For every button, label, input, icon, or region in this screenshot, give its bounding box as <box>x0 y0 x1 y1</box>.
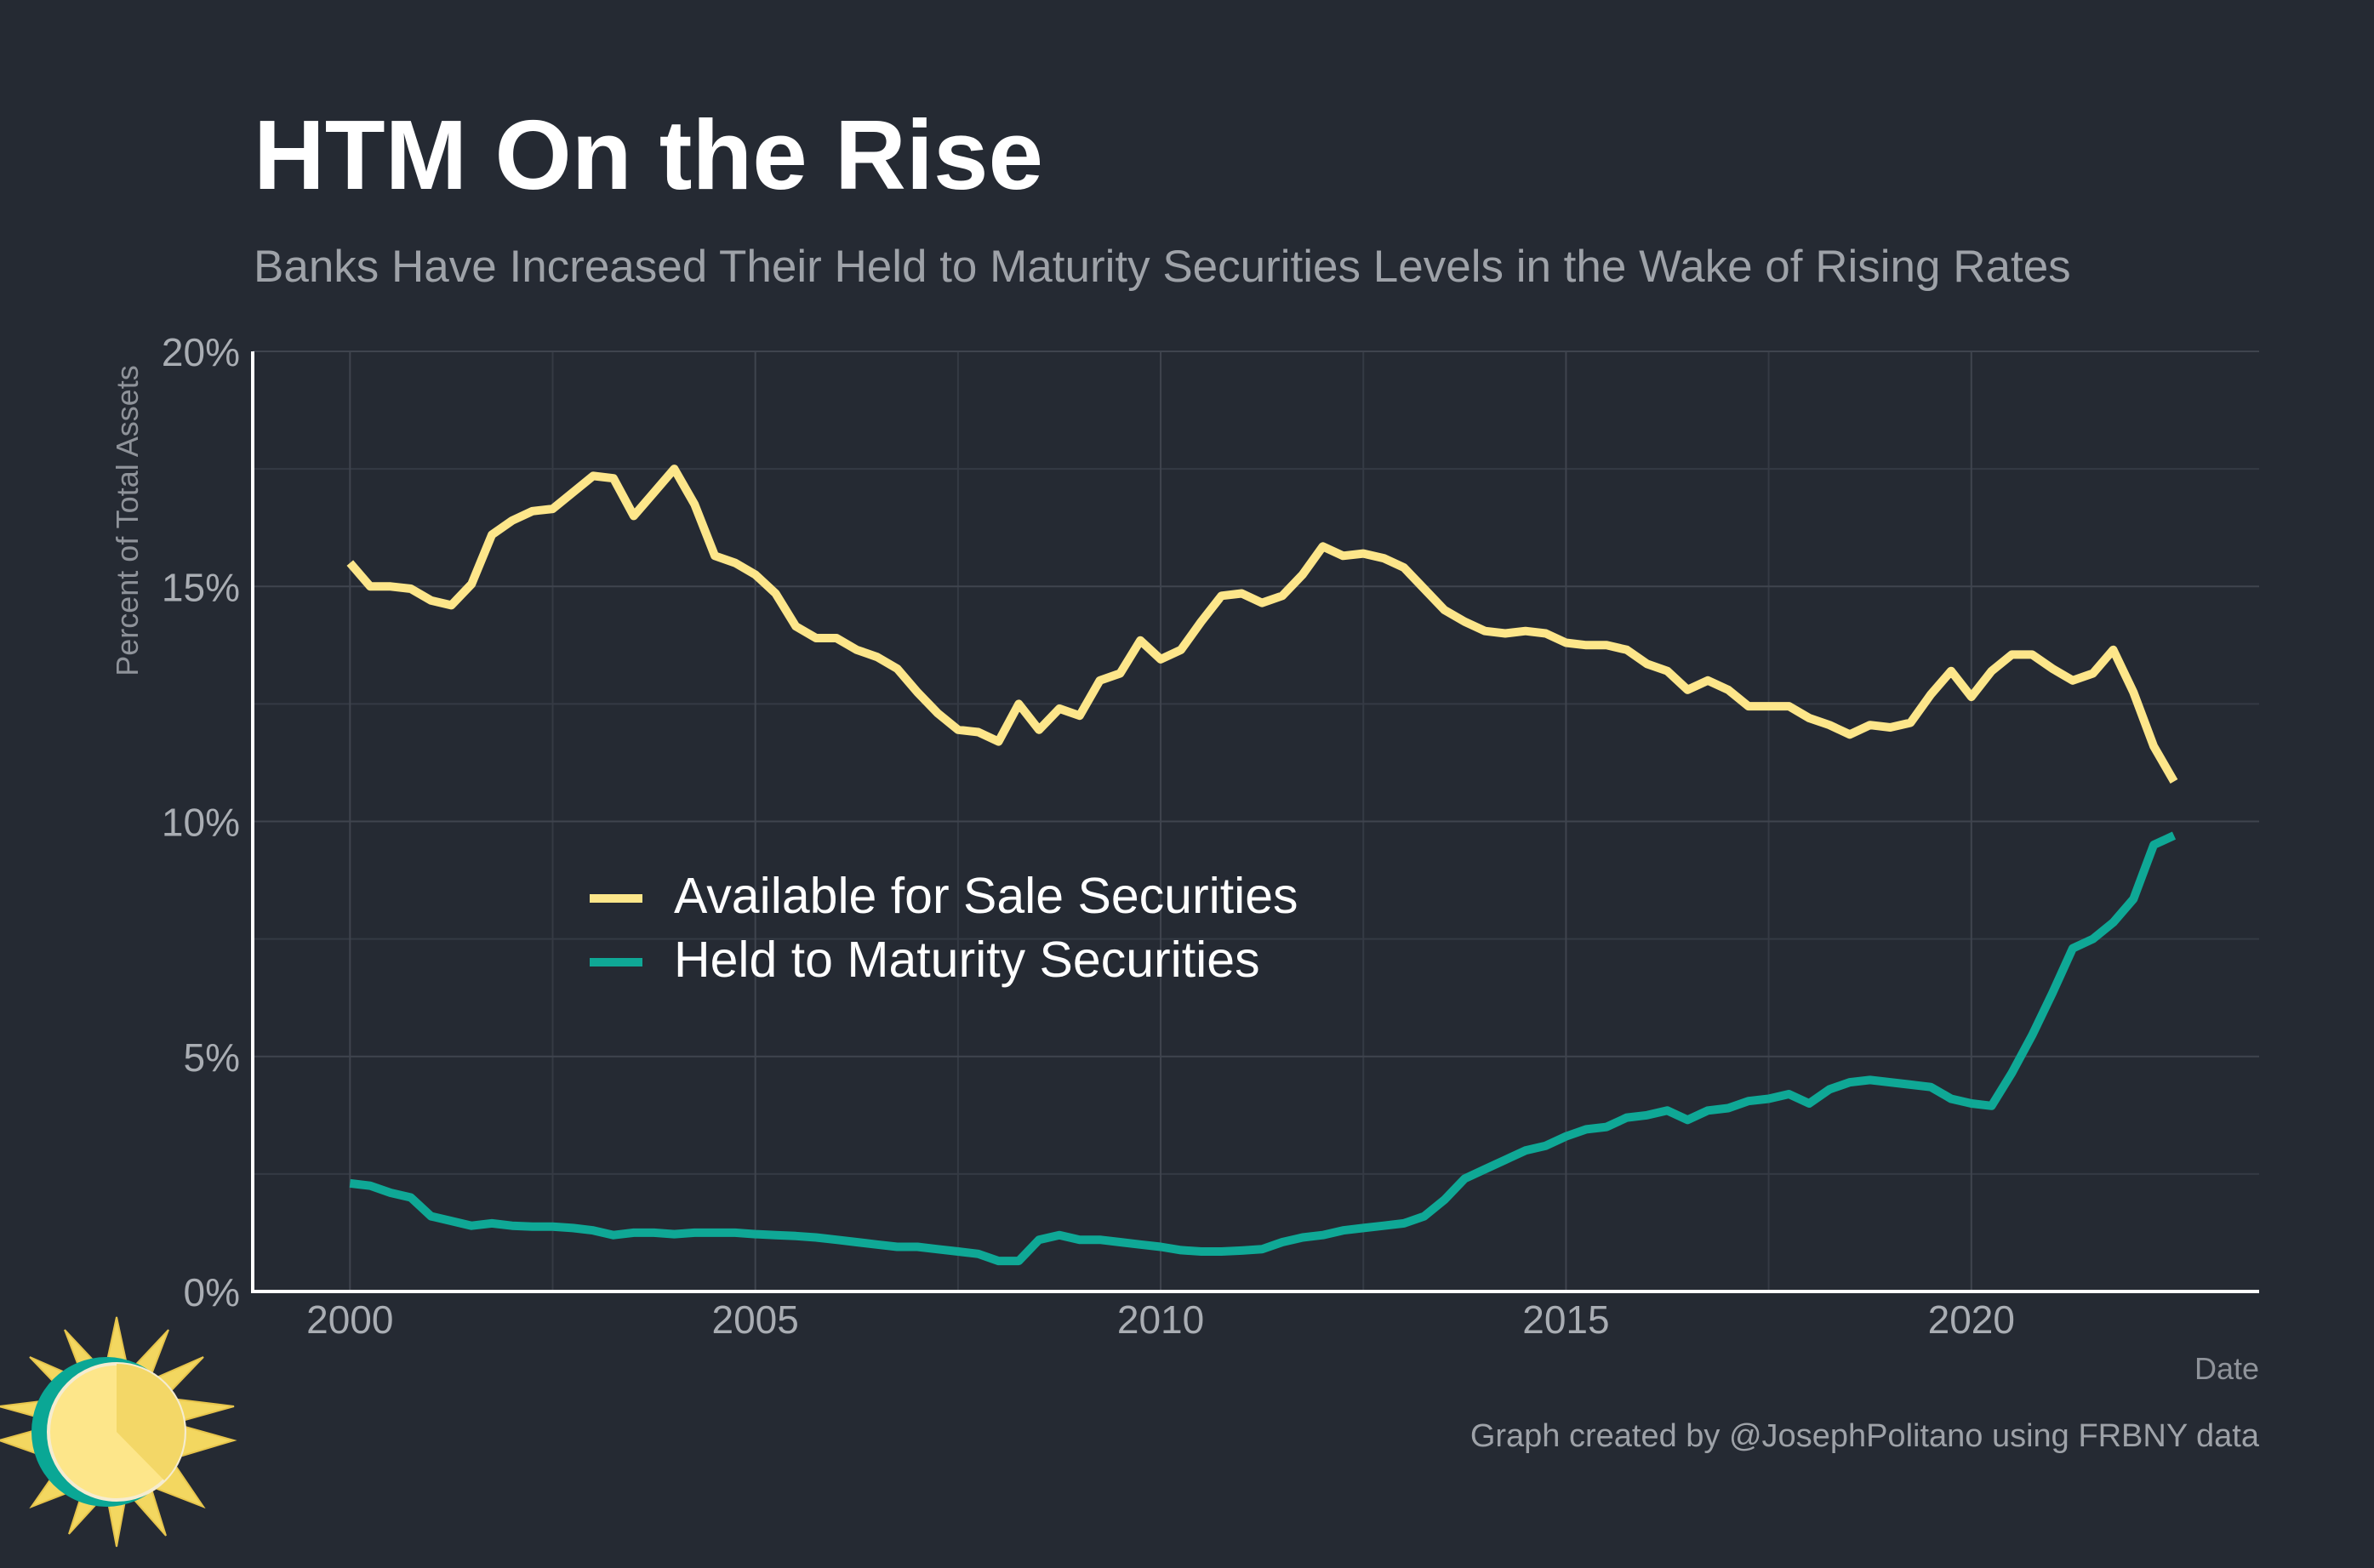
x-tick-label: 2020 <box>1928 1297 2015 1342</box>
y-tick-label: 10% <box>162 801 240 845</box>
y-tick-label: 20% <box>162 330 240 374</box>
legend-label-afs: Available for Sale Securities <box>674 868 1298 924</box>
legend-label-htm: Held to Maturity Securities <box>674 932 1260 988</box>
chart-title: HTM On the Rise <box>254 100 1043 210</box>
y-axis-ticks: 0% 5% 10% 15% 20% <box>162 330 240 1314</box>
y-axis-title: Percent of Total Assets <box>110 365 145 676</box>
series-lines <box>346 465 2178 1266</box>
legend: Available for Sale Securities Held to Ma… <box>590 868 1298 988</box>
x-axis-title: Date <box>2194 1351 2259 1386</box>
y-tick-label: 5% <box>184 1035 240 1080</box>
major-grid <box>253 351 2259 1292</box>
x-tick-label: 2015 <box>1522 1297 1609 1342</box>
sun-logo-icon <box>0 1316 237 1548</box>
x-tick-label: 2000 <box>306 1297 393 1342</box>
x-tick-label: 2010 <box>1117 1297 1204 1342</box>
x-axis-ticks: 2000 2005 2010 2015 2020 <box>306 1297 2015 1342</box>
y-tick-label: 0% <box>184 1270 240 1314</box>
y-tick-label: 15% <box>162 565 240 609</box>
x-tick-label: 2005 <box>712 1297 799 1342</box>
source-caption: Graph created by @JosephPolitano using F… <box>1470 1418 2260 1454</box>
chart-subtitle: Banks Have Increased Their Held to Matur… <box>254 242 2071 292</box>
series-line-held-to-maturity <box>349 831 2177 1266</box>
series-line-available-for-sale <box>346 465 2178 784</box>
